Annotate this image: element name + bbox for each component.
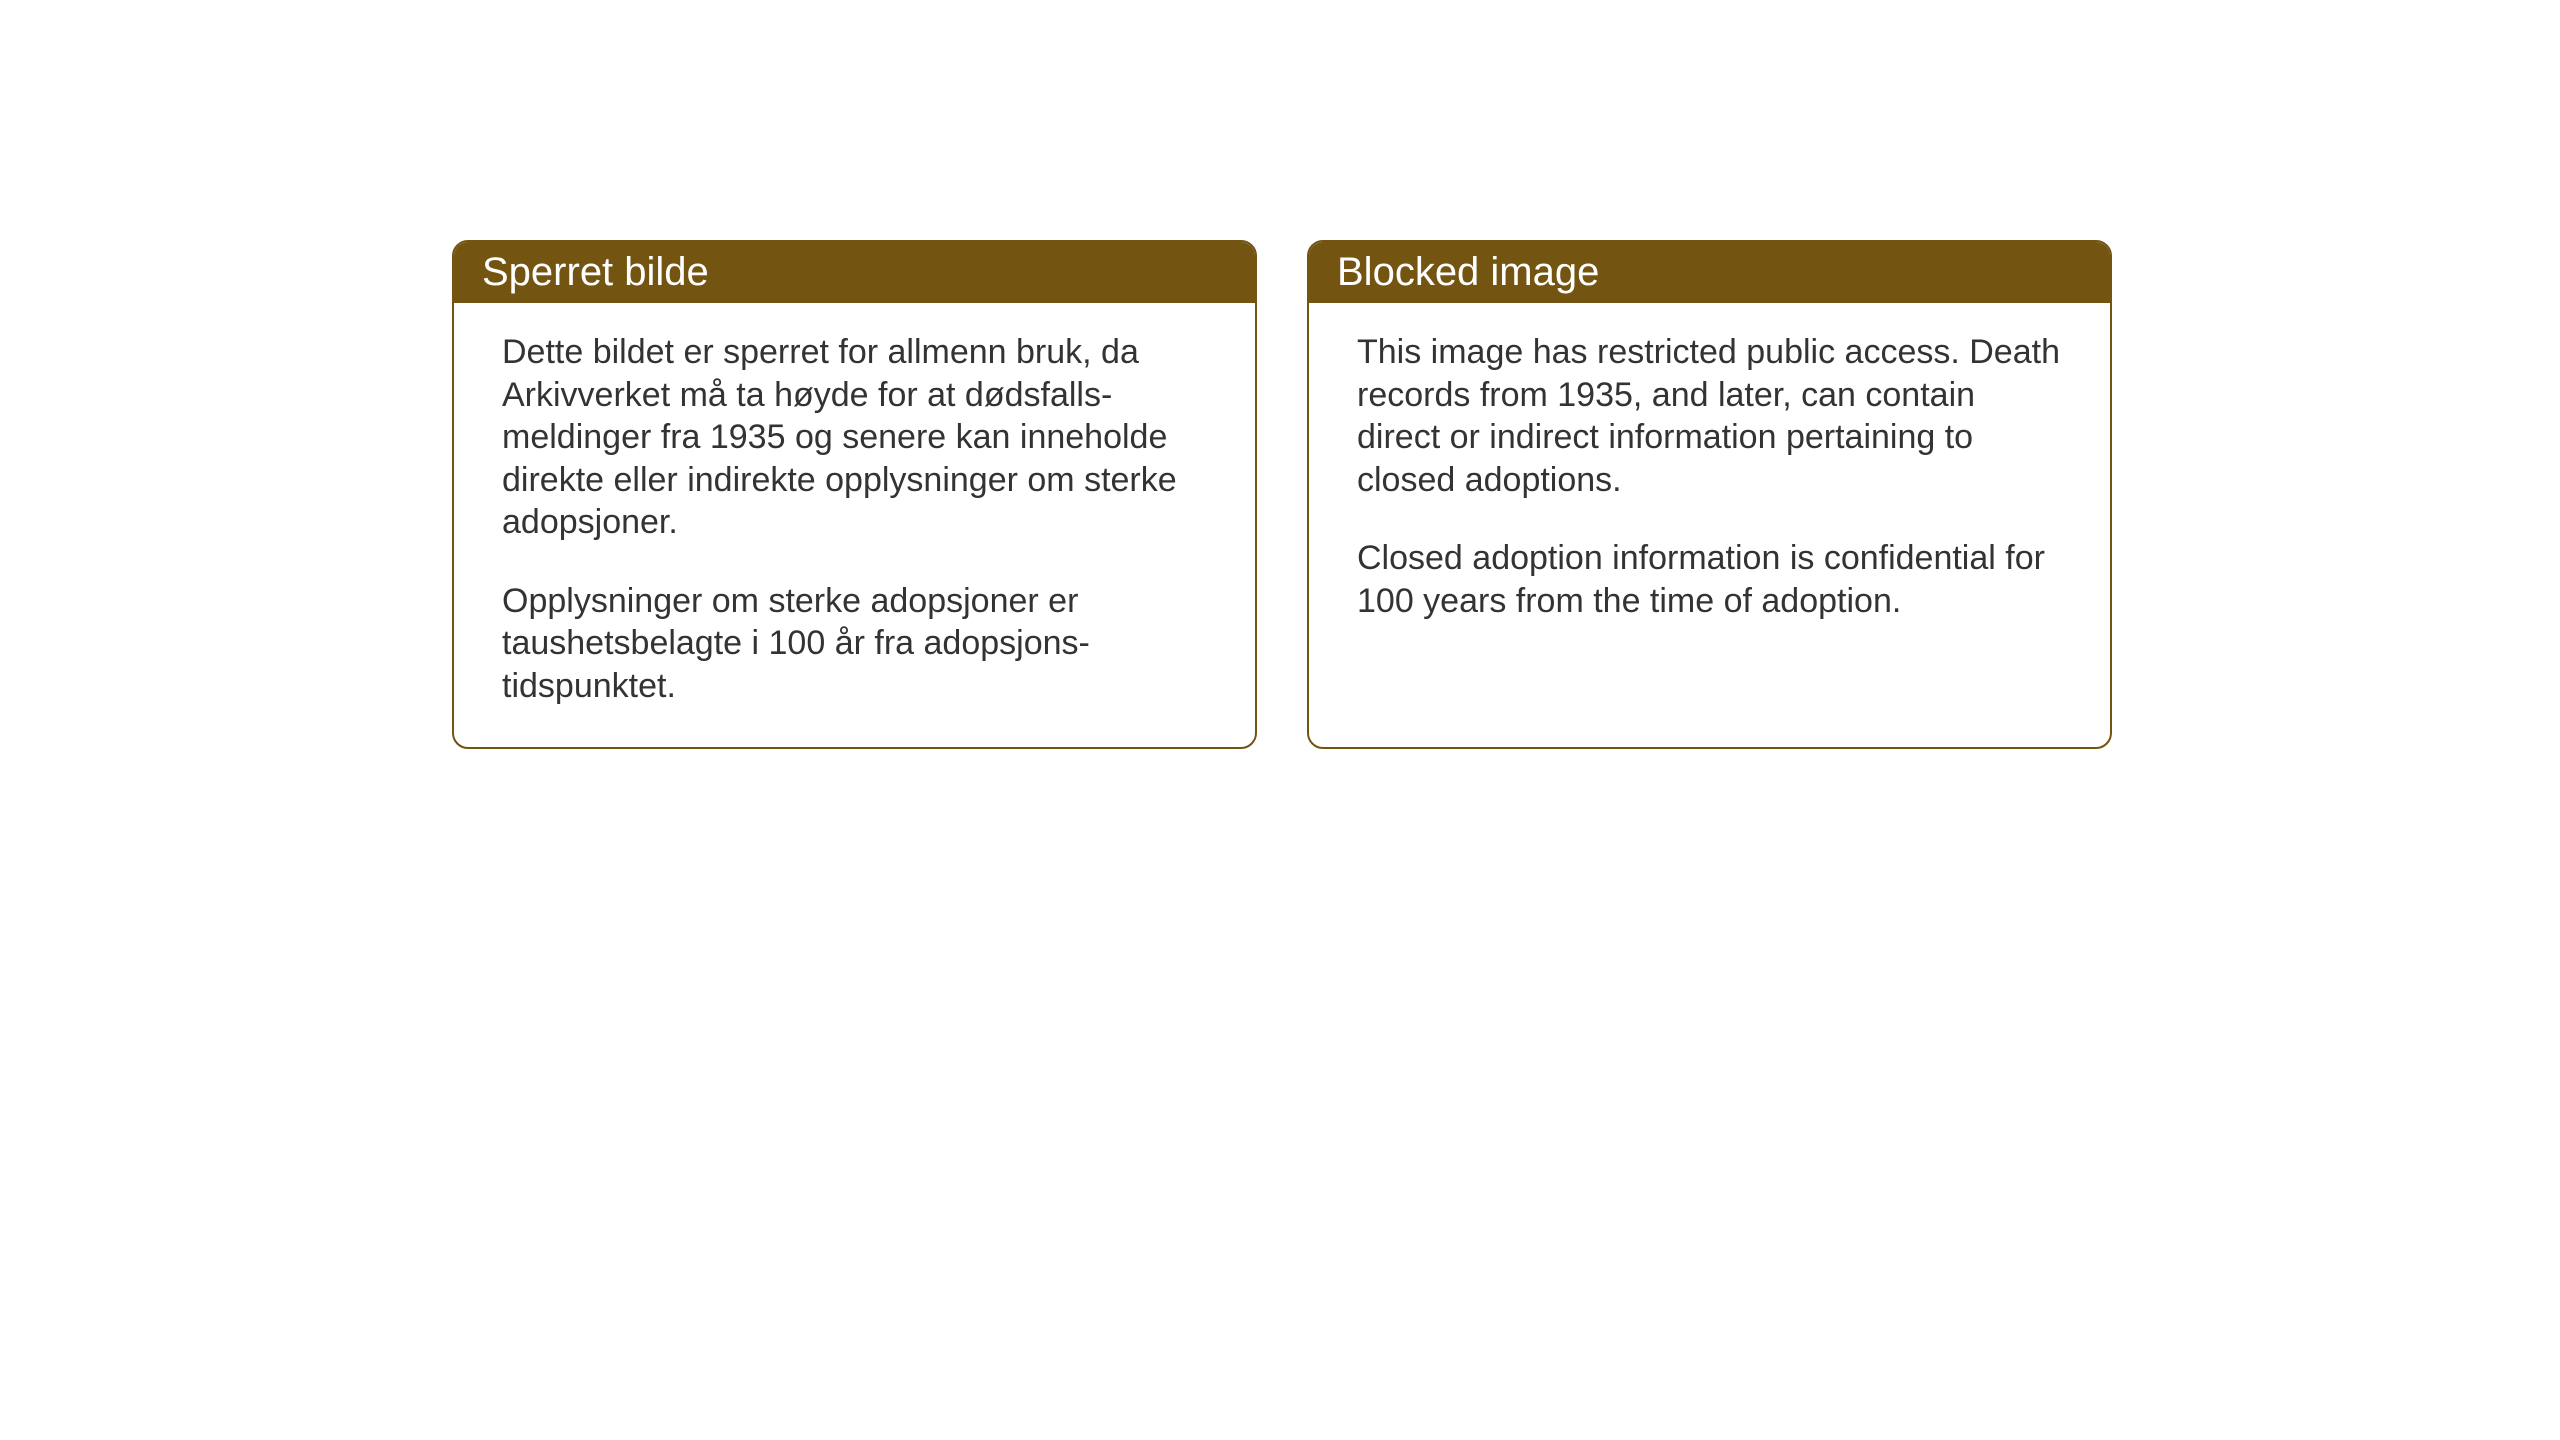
notice-card-norwegian: Sperret bilde Dette bildet er sperret fo… (452, 240, 1257, 749)
card-paragraph-english-2: Closed adoption information is confident… (1357, 537, 2062, 622)
card-paragraph-norwegian-1: Dette bildet er sperret for allmenn bruk… (502, 331, 1207, 544)
card-body-norwegian: Dette bildet er sperret for allmenn bruk… (454, 303, 1255, 747)
card-paragraph-english-1: This image has restricted public access.… (1357, 331, 2062, 501)
card-title-norwegian: Sperret bilde (482, 250, 709, 294)
notice-card-english: Blocked image This image has restricted … (1307, 240, 2112, 749)
card-header-english: Blocked image (1309, 242, 2110, 303)
card-header-norwegian: Sperret bilde (454, 242, 1255, 303)
card-title-english: Blocked image (1337, 250, 1599, 294)
card-paragraph-norwegian-2: Opplysninger om sterke adopsjoner er tau… (502, 580, 1207, 708)
notice-container: Sperret bilde Dette bildet er sperret fo… (0, 0, 2560, 749)
card-body-english: This image has restricted public access.… (1309, 303, 2110, 662)
